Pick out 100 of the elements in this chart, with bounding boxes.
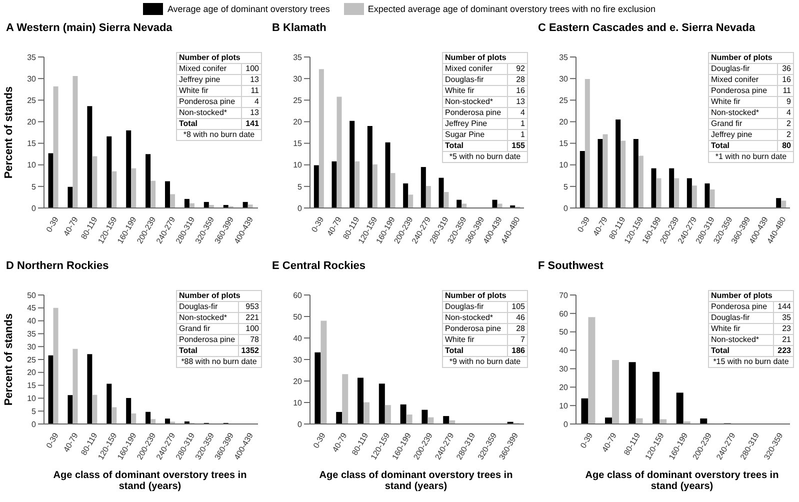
- annotation: Douglas-fir: [708, 312, 774, 324]
- annotation: 36: [778, 64, 794, 74]
- chart-title: D Northern Rockies: [6, 260, 109, 272]
- y-tick-label: 20: [27, 118, 37, 127]
- annotation: *9 with no burn date: [442, 356, 528, 368]
- y-tick-label: 5: [298, 182, 303, 192]
- annotation: *15 with no burn date: [708, 356, 794, 368]
- y-tick-label: 30: [293, 355, 303, 364]
- annotation: Total: [176, 118, 242, 130]
- y-tick-label: 10: [27, 160, 37, 170]
- y-tick-label: 5: [564, 182, 569, 192]
- annotation: Number of plots: [176, 52, 262, 64]
- annotation: Number of plots: [442, 290, 528, 302]
- annotation: 21: [774, 334, 794, 346]
- annotation: Jeffrey pine: [176, 74, 242, 86]
- annotation: Non-stocked*: [176, 312, 238, 324]
- annotation: 141: [242, 118, 262, 130]
- y-tick-label: 35: [559, 52, 569, 62]
- annotation: Non-stocked*: [176, 108, 242, 118]
- annotation: Jeffrey Pine: [442, 118, 508, 130]
- annotation: 953: [238, 302, 262, 312]
- y-axis-title: Percent of stands: [2, 86, 15, 179]
- y-tick-label: 25: [27, 96, 37, 105]
- annotation: 46: [508, 312, 528, 324]
- annotation: 155: [508, 140, 528, 152]
- annotation: Mixed conifer: [708, 74, 778, 86]
- chart-title: E Central Rockies: [272, 260, 366, 272]
- annotation: 4: [508, 108, 528, 118]
- annotation: 1: [508, 118, 528, 130]
- y-tick-label: 25: [559, 96, 569, 105]
- annotation: Ponderosa pine: [176, 334, 238, 346]
- y-tick-label: 15: [559, 139, 569, 148]
- annotation: 23: [774, 324, 794, 334]
- annotation: 7: [508, 334, 528, 346]
- y-tick-label: 40: [559, 346, 569, 356]
- annotation: Mixed conifer: [176, 64, 242, 74]
- y-tick-label: 60: [293, 290, 303, 300]
- annotation: Non-stocked*: [442, 312, 508, 324]
- y-tick-label: 45: [27, 304, 37, 313]
- annotation: 186: [508, 346, 528, 356]
- annotation: Douglas-fir: [176, 302, 238, 312]
- chart-title: F Southwest: [538, 260, 604, 272]
- y-tick-label: 20: [293, 376, 303, 386]
- annotation: 100: [238, 324, 262, 334]
- annotation: Number of plots: [176, 290, 262, 302]
- annotation: Grand fir: [708, 118, 778, 130]
- annotation: 105: [508, 302, 528, 312]
- annotation: 4: [242, 96, 262, 108]
- x-axis-title: Age class of dominant overstory trees in stand (years): [318, 470, 514, 492]
- annotation: White fir: [442, 86, 508, 96]
- annotation: Douglas-fir: [708, 64, 778, 74]
- y-tick-label: 10: [293, 160, 303, 170]
- y-tick-label: 35: [27, 330, 37, 339]
- y-tick-label: 35: [293, 52, 303, 62]
- y-tick-label: 25: [293, 96, 303, 105]
- annotation: Ponderosa pine: [442, 108, 508, 118]
- y-tick-label: 20: [559, 118, 569, 127]
- annotation: 28: [508, 74, 528, 86]
- annotation: Ponderosa pine: [176, 96, 242, 108]
- annotation: White fir: [708, 324, 774, 334]
- y-tick-label: 5: [32, 182, 37, 192]
- y-tick-label: 20: [293, 118, 303, 127]
- y-tick-label: 10: [559, 160, 569, 170]
- y-tick-label: 30: [27, 74, 37, 84]
- annotation: Ponderosa pine: [442, 324, 508, 334]
- annotation: Total: [708, 346, 774, 356]
- y-axis-title: Percent of stands: [2, 313, 15, 406]
- annotation: 1352: [238, 346, 262, 356]
- annotation: 4: [778, 108, 794, 118]
- y-tick-label: 10: [27, 394, 37, 404]
- annotation: White fir: [442, 334, 508, 346]
- annotation: Jeffrey pine: [708, 130, 778, 140]
- y-tick-label: 50: [559, 328, 569, 337]
- y-tick-label: 30: [559, 364, 569, 374]
- legend-label: Average age of dominant overstory trees: [167, 4, 330, 14]
- annotation: Grand fir: [176, 324, 238, 334]
- y-tick-label: 10: [293, 398, 303, 408]
- y-tick-label: 0: [564, 420, 569, 429]
- annotation: Number of plots: [708, 52, 794, 64]
- annotation: 221: [238, 312, 262, 324]
- x-axis-title: Age class of dominant overstory trees in stand (years): [52, 470, 248, 492]
- annotation: Non-stocked*: [708, 108, 778, 118]
- annotation: White fir: [176, 86, 242, 96]
- annotation: 92: [508, 64, 528, 74]
- annotation: 2: [778, 130, 794, 140]
- annotation: Sugar Pine: [442, 130, 508, 140]
- annotation: 11: [242, 86, 262, 96]
- annotation: 28: [508, 324, 528, 334]
- annotation: 13: [242, 108, 262, 118]
- annotation: 80: [778, 140, 794, 152]
- y-tick-label: 0: [298, 204, 303, 213]
- y-tick-label: 50: [27, 290, 37, 300]
- annotation: Non-stocked*: [442, 96, 508, 108]
- annotation: Ponderosa pine: [708, 86, 778, 96]
- y-tick-label: 15: [27, 381, 37, 390]
- annotation: Ponderosa pine: [708, 302, 774, 312]
- y-tick-label: 30: [559, 74, 569, 84]
- chart-title: A Western (main) Sierra Nevada: [6, 22, 172, 34]
- annotation: 1: [508, 130, 528, 140]
- y-tick-label: 35: [27, 52, 37, 62]
